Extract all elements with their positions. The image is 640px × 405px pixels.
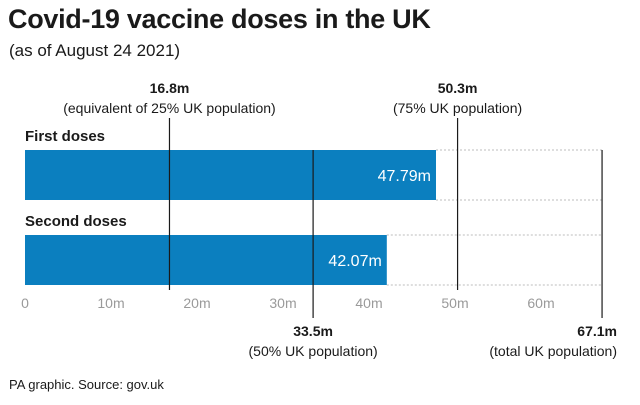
x-tick-label: 50m <box>441 295 468 311</box>
reference-value-label: 50.3m <box>438 80 478 96</box>
source-note: PA graphic. Source: gov.uk <box>9 377 164 392</box>
x-tick-label: 10m <box>97 295 124 311</box>
x-tick-label: 40m <box>355 295 382 311</box>
category-label: First doses <box>25 128 105 145</box>
reference-value-label: 67.1m <box>577 323 617 339</box>
reference-value-label: 16.8m <box>150 80 190 96</box>
reference-value-label: 33.5m <box>293 323 333 339</box>
category-label: Second doses <box>25 213 127 230</box>
bar-value-label: 47.79m <box>378 168 431 185</box>
reference-sublabel: (equivalent of 25% UK population) <box>63 100 275 116</box>
x-tick-label: 0 <box>21 295 29 311</box>
bar-second-doses <box>25 235 387 285</box>
chart-title: Covid-19 vaccine doses in the UK <box>8 4 431 34</box>
chart-subtitle: (as of August 24 2021) <box>9 41 181 60</box>
x-tick-label: 30m <box>269 295 296 311</box>
reference-sublabel: (75% UK population) <box>393 100 522 116</box>
bar-first-doses <box>25 150 436 200</box>
x-tick-label: 20m <box>183 295 210 311</box>
bar-value-label: 42.07m <box>328 253 381 270</box>
reference-sublabel: (total UK population) <box>489 343 617 359</box>
reference-sublabel: (50% UK population) <box>249 343 378 359</box>
x-tick-label: 60m <box>527 295 554 311</box>
